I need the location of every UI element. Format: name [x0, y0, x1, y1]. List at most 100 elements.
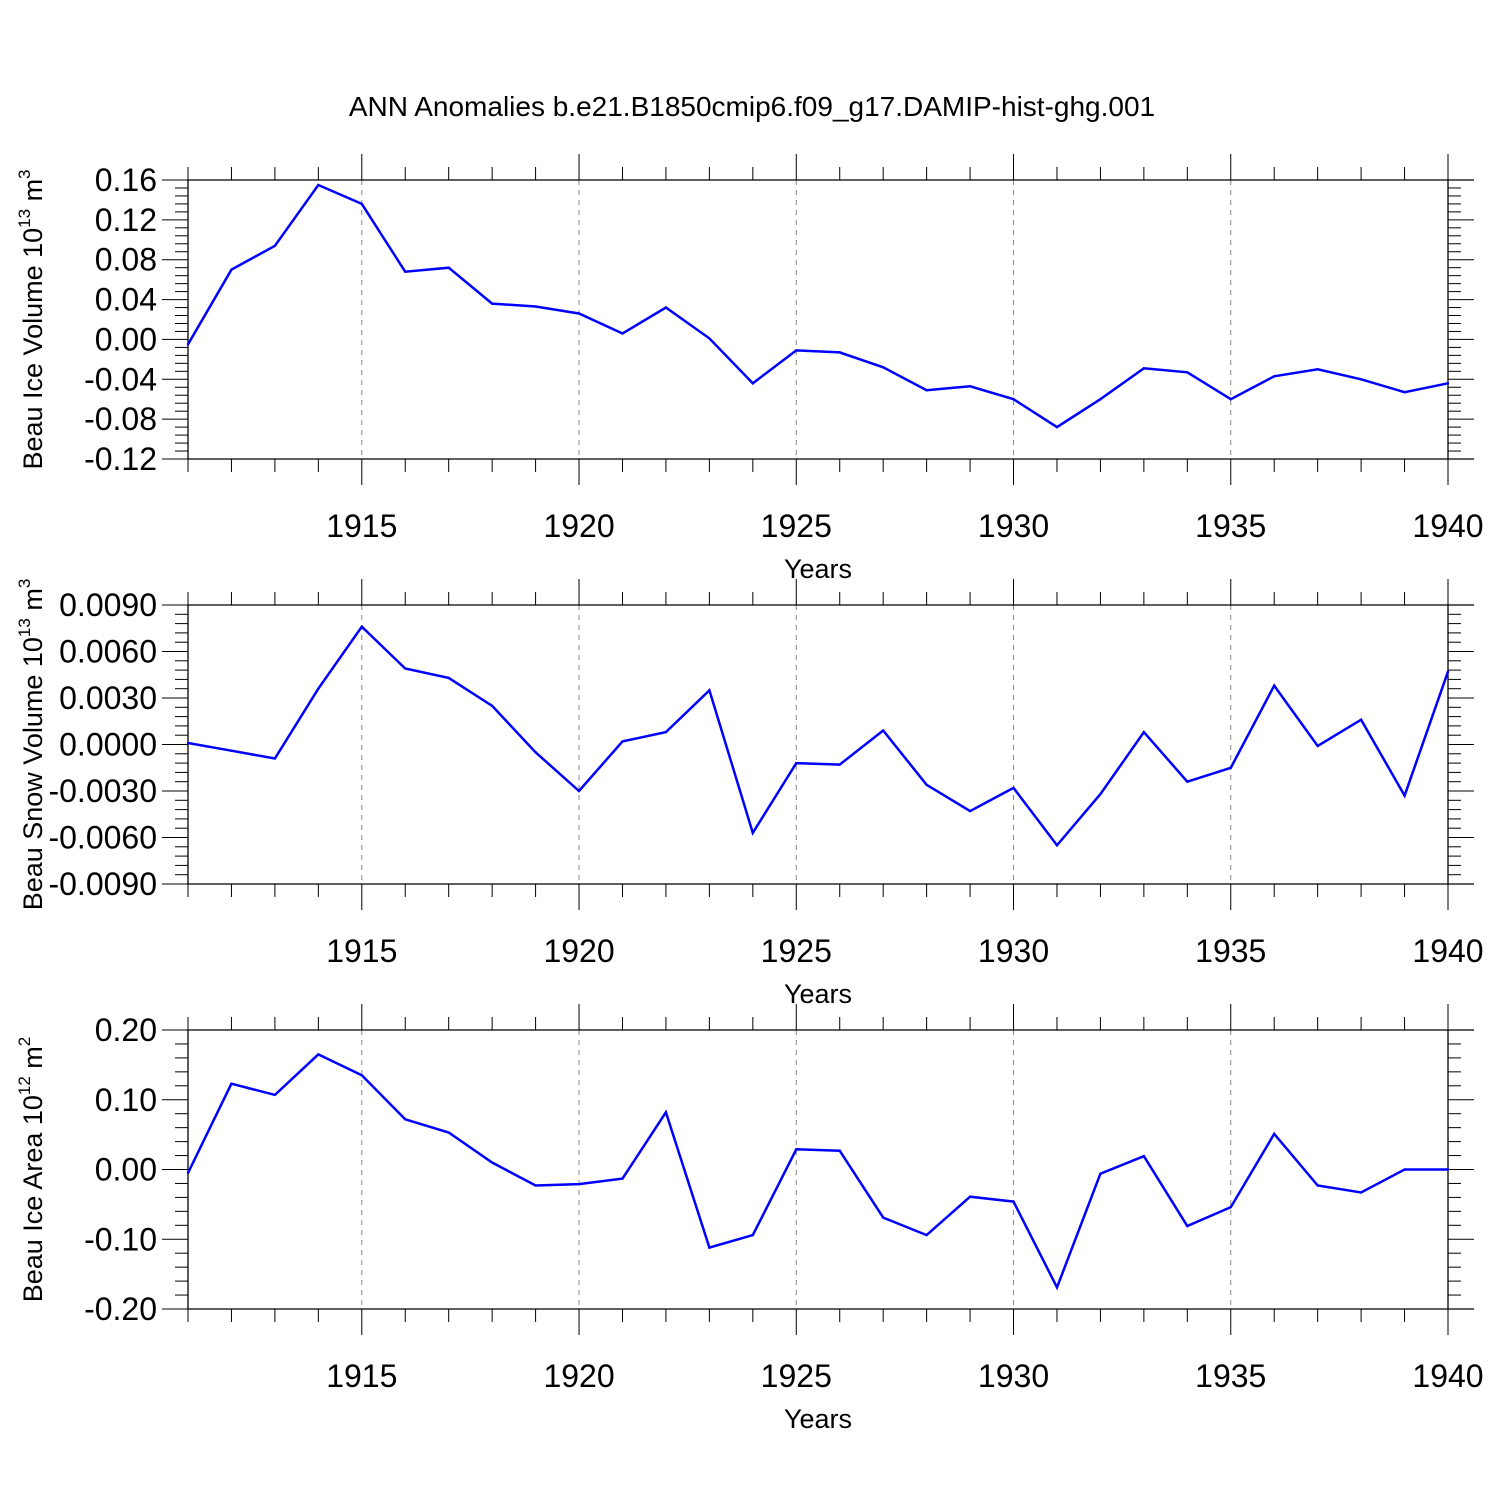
data-point	[1186, 1224, 1189, 1228]
data-point	[968, 809, 972, 813]
data-point	[360, 202, 363, 206]
data-point	[230, 1082, 233, 1085]
data-point	[1186, 371, 1189, 374]
y-tick-label: -0.10	[84, 1221, 157, 1257]
y-tick-label: 0.08	[95, 242, 157, 278]
data-point	[1273, 684, 1276, 687]
data-point	[360, 625, 363, 628]
y-tick-label: 0.0090	[59, 587, 157, 623]
data-point	[490, 1161, 494, 1164]
data-point	[404, 270, 407, 273]
data-point	[621, 332, 624, 335]
data-point	[534, 751, 537, 754]
y-tick-label: -0.12	[84, 441, 157, 477]
y-tick-label: 0.0000	[59, 727, 157, 763]
data-point	[1055, 425, 1059, 429]
data-point	[1186, 780, 1189, 783]
y-tick-label: 0.0030	[59, 680, 157, 716]
data-point	[881, 1216, 885, 1219]
panel-1: -0.12 -0.08 -0.04 0.000.04 0.08 0.12 0.16 1915 1…	[15, 154, 1484, 584]
data-point	[317, 183, 320, 187]
x-axis-label: Years	[784, 554, 852, 584]
data-point	[751, 1233, 755, 1237]
data-point	[621, 1177, 624, 1180]
series-line	[187, 624, 1450, 848]
data-point	[534, 1184, 537, 1187]
panel-3: -0.20 -0.10 0.00 0.10 0.20 1915 1920 1925 1930 19…	[15, 1004, 1484, 1434]
series-line	[186, 183, 1449, 429]
data-point	[1403, 391, 1406, 394]
x-tick-label: 1925	[761, 1358, 832, 1394]
data-point	[881, 729, 885, 732]
data-point	[490, 302, 494, 305]
y-tick-label: 0.10	[95, 1082, 157, 1118]
data-point	[838, 351, 841, 354]
y-tick-label: -0.0090	[48, 866, 157, 902]
y-tick-label: 0.04	[95, 282, 157, 318]
data-point	[1316, 368, 1319, 371]
panel-2: -0.0090 -0.0060 -0.0030 0.0000 0.0030 0.0060 0…	[15, 579, 1484, 1009]
data-point	[1142, 1155, 1146, 1158]
data-point	[447, 1131, 450, 1134]
x-tick-label: 1920	[543, 933, 614, 969]
data-point	[1446, 382, 1450, 385]
data-point	[795, 1148, 798, 1151]
x-tick-label: 1940	[1412, 1358, 1483, 1394]
data-point	[708, 337, 711, 340]
data-point	[360, 1074, 363, 1077]
data-point	[664, 730, 668, 734]
chart-title: ANN Anomalies b.e21.B1850cmip6.f09_g17.D…	[349, 91, 1155, 122]
data-point	[1446, 670, 1450, 673]
data-point	[230, 749, 233, 752]
data-point	[317, 1053, 320, 1056]
y-tick-label: 0.0060	[59, 634, 157, 670]
data-point	[1229, 1205, 1232, 1209]
y-tick-label: 0.16	[95, 162, 157, 198]
x-tick-label: 1930	[978, 1358, 1049, 1394]
y-tick-label: -0.0030	[48, 773, 157, 809]
x-tick-label: 1935	[1195, 508, 1266, 544]
data-point	[404, 667, 407, 670]
x-tick-label: 1920	[543, 1358, 614, 1394]
data-point	[1142, 730, 1146, 734]
data-point	[968, 1195, 972, 1198]
data-point	[795, 761, 798, 765]
y-tick-label: -0.0060	[48, 820, 157, 856]
y-axis-label: Beau Ice Area 1012 m2	[15, 1037, 48, 1303]
x-axis-label: Years	[784, 1404, 852, 1434]
x-tick-label: 1935	[1195, 933, 1266, 969]
data-point	[1142, 367, 1146, 370]
data-point	[925, 783, 928, 786]
data-point	[1316, 744, 1319, 748]
data-point	[621, 740, 624, 743]
y-tick-label: 0.12	[95, 202, 157, 238]
data-point	[1359, 1191, 1363, 1194]
data-point	[968, 385, 972, 388]
data-point	[1273, 375, 1276, 378]
data-point	[838, 763, 841, 766]
data-point	[404, 1118, 407, 1121]
data-point	[577, 1182, 581, 1186]
data-point	[795, 349, 798, 352]
data-point	[1403, 1168, 1406, 1171]
data-point	[186, 343, 190, 346]
data-point	[881, 366, 885, 369]
y-tick-label: -0.08	[84, 401, 157, 437]
data-point	[186, 741, 190, 745]
data-point	[1099, 398, 1102, 401]
data-point	[1055, 844, 1059, 847]
data-point	[186, 1171, 190, 1175]
x-tick-label: 1920	[543, 508, 614, 544]
y-axis-label: Beau Ice Volume 1013 m3	[15, 169, 48, 469]
data-point	[273, 244, 277, 247]
data-point	[1055, 1286, 1059, 1289]
data-point	[1446, 1168, 1450, 1171]
data-point	[1099, 1172, 1102, 1175]
data-point	[273, 1093, 277, 1097]
x-tick-label: 1930	[978, 933, 1049, 969]
data-point	[1229, 766, 1232, 769]
x-tick-label: 1925	[761, 933, 832, 969]
x-tick-label: 1940	[1412, 508, 1483, 544]
